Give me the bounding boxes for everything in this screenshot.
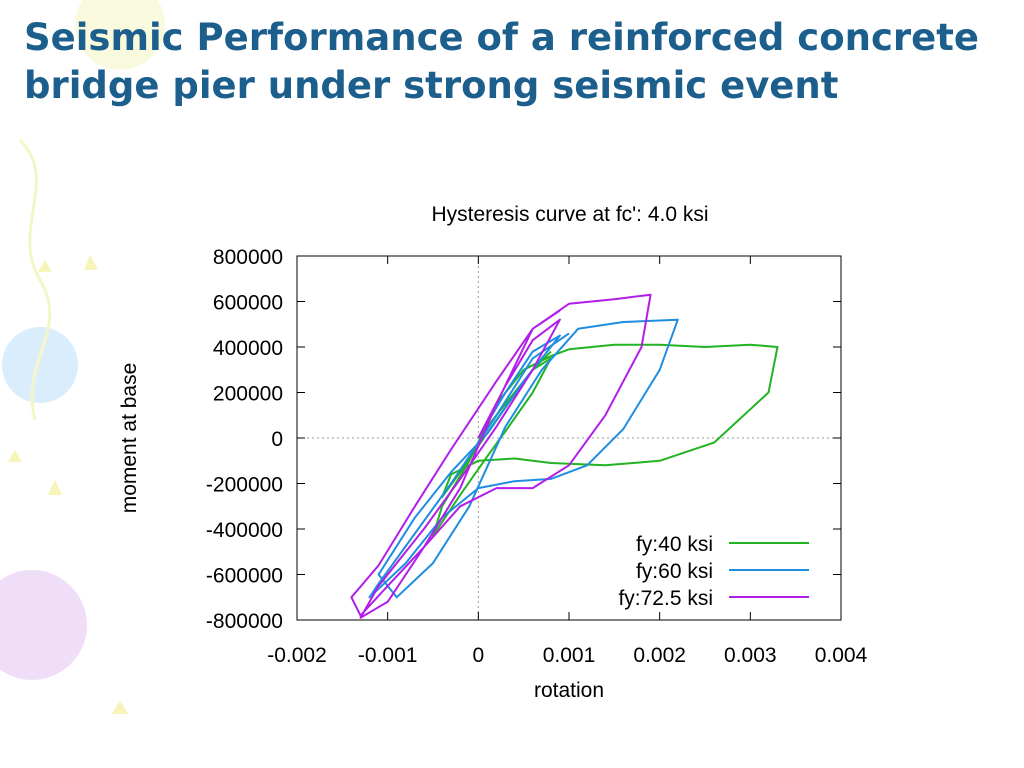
balloon-string-decoration xyxy=(18,138,52,421)
y-tick-label: -200000 xyxy=(206,474,283,497)
x-tick-label: 0.004 xyxy=(815,644,868,667)
y-tick-label: 800000 xyxy=(213,246,283,269)
y-tick-label: 400000 xyxy=(213,337,283,360)
confetti-decoration xyxy=(48,480,62,495)
legend-label: fy:40 ksi xyxy=(636,533,713,556)
y-axis-label: moment at base xyxy=(118,363,141,514)
balloon-decoration xyxy=(75,0,165,70)
series-line xyxy=(350,293,652,619)
x-axis-label: rotation xyxy=(534,679,604,702)
y-tick-label: 0 xyxy=(271,428,283,451)
balloon-decoration xyxy=(0,570,87,680)
x-tick-label: 0.003 xyxy=(724,644,777,667)
x-tick-label: 0 xyxy=(472,644,484,667)
legend-label: fy:72.5 ksi xyxy=(618,587,713,610)
y-tick-label: -600000 xyxy=(206,565,283,588)
y-tick-label: -800000 xyxy=(206,610,283,633)
x-tick-label: 0.002 xyxy=(633,644,686,667)
chart-title: Hysteresis curve at fc': 4.0 ksi xyxy=(431,203,708,226)
confetti-decoration xyxy=(84,255,98,270)
y-tick-label: 600000 xyxy=(213,292,283,315)
series-line xyxy=(432,343,779,537)
series-layer xyxy=(350,293,779,619)
slide-title: Seismic Performance of a reinforced conc… xyxy=(24,16,980,107)
legend: fy:40 ksi fy:60 ksi fy:72.5 ksi xyxy=(618,533,809,610)
tick-layer: -0.002 -0.001 0 0.001 0.002 0.003 0.004 800000 6… xyxy=(206,246,868,667)
confetti-decoration xyxy=(8,450,22,462)
confetti-decoration xyxy=(112,700,128,714)
y-tick-label: -400000 xyxy=(206,519,283,542)
y-tick-label: 200000 xyxy=(213,383,283,406)
x-tick-label: -0.001 xyxy=(358,644,418,667)
legend-label: fy:60 ksi xyxy=(636,560,713,583)
x-tick-label: 0.001 xyxy=(543,644,596,667)
balloon-decoration xyxy=(2,327,78,403)
confetti-decoration xyxy=(38,260,52,272)
x-tick-label: -0.002 xyxy=(267,644,327,667)
